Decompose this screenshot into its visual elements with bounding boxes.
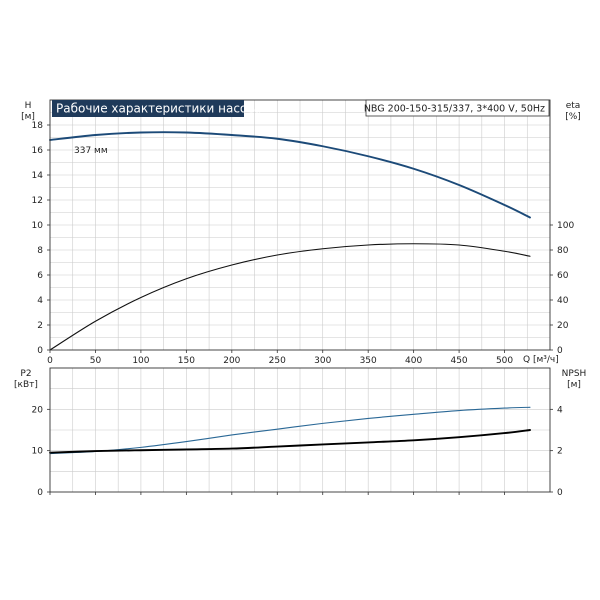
npsh-curve — [49, 429, 531, 454]
curves-layer — [49, 131, 531, 455]
x-tick-label: 150 — [178, 356, 195, 366]
model-label-box — [365, 99, 550, 117]
x-tick-label: 200 — [223, 356, 240, 366]
chart-title-background — [52, 100, 244, 117]
x-tick-label: 50 — [90, 356, 102, 366]
top-y-left-tick-label: 0 — [37, 346, 43, 356]
bottom-plot-frame — [49, 367, 551, 493]
x-tick-label: 0 — [47, 356, 53, 366]
axes-layer: 0 50 100 150 200 250 300 350 400 450 5000246810121… — [32, 99, 574, 498]
top-y-right-tick-label: 20 — [557, 321, 569, 331]
top-y-right-tick-label: 80 — [557, 246, 569, 256]
y-left-label-top: H — [25, 101, 32, 111]
bottom-y-left-tick-label: 0 — [37, 488, 43, 498]
bottom-y-right-tick-label: 2 — [557, 447, 563, 457]
top-y-left-tick-label: 6 — [37, 271, 43, 281]
x-tick-label: 400 — [405, 356, 422, 366]
bottom-y-left-tick-label: 10 — [32, 447, 44, 457]
top-y-left-tick-label: 18 — [32, 121, 44, 131]
y-right-label-bottom: NPSH — [562, 369, 587, 379]
x-tick-label: 500 — [496, 356, 513, 366]
y-right-unit-bottom: [м] — [567, 380, 581, 390]
top-y-left-tick-label: 12 — [32, 196, 43, 206]
top-y-left-tick-label: 2 — [37, 321, 43, 331]
top-y-left-tick-label: 4 — [37, 296, 43, 306]
bottom-y-left-tick-label: 20 — [32, 405, 44, 415]
x-tick-label: 450 — [450, 356, 467, 366]
chart-title: Рабочие характеристики насоса — [56, 102, 261, 116]
bottom-y-right-tick-label: 0 — [557, 488, 563, 498]
top-y-right-tick-label: 100 — [557, 221, 574, 231]
top-y-right-tick-label: 40 — [557, 296, 569, 306]
top-y-left-tick-label: 16 — [32, 146, 44, 156]
y-right-unit-top: [%] — [565, 112, 581, 122]
top-y-left-tick-label: 14 — [32, 171, 44, 181]
y-left-unit-bottom: [кВт] — [14, 380, 38, 390]
x-tick-label: 300 — [314, 356, 331, 366]
top-y-left-tick-label: 10 — [32, 221, 44, 231]
model-label: NBG 200-150-315/337, 3*400 V, 50Hz — [364, 104, 545, 115]
x-axis-label: Q [м³/ч] — [523, 355, 559, 365]
top-y-right-tick-label: 60 — [557, 271, 569, 281]
p2-curve — [49, 406, 531, 455]
y-left-label-bottom: P2 — [20, 369, 31, 379]
x-tick-label: 100 — [132, 356, 149, 366]
top-y-left-tick-label: 8 — [37, 246, 43, 256]
x-tick-label: 250 — [269, 356, 286, 366]
y-right-label-top: eta — [566, 101, 581, 111]
head-curve — [49, 131, 531, 219]
y-left-unit-top: [м] — [21, 112, 35, 122]
eta-curve — [49, 243, 531, 351]
curve-annotation: 337 мм — [74, 146, 108, 156]
top-y-right-tick-label: 0 — [557, 346, 563, 356]
bottom-y-right-tick-label: 4 — [557, 405, 563, 415]
grid-layer — [50, 100, 550, 492]
x-tick-label: 350 — [360, 356, 377, 366]
labels-layer: Рабочие характеристики насоса NBG 200-15… — [14, 99, 587, 390]
